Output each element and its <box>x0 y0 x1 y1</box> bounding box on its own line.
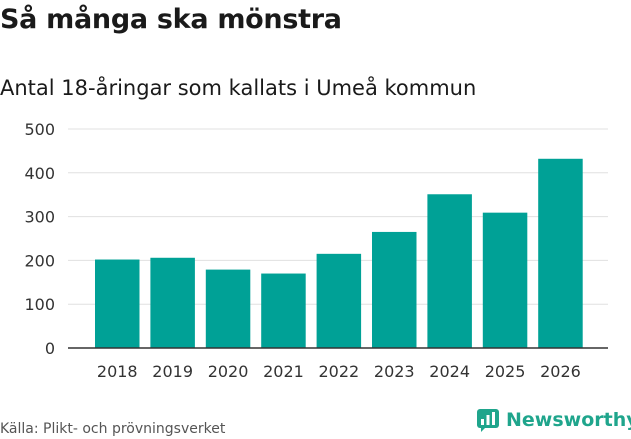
bar-2026 <box>538 158 583 348</box>
x-tick-label-2021: 2021 <box>263 362 304 381</box>
x-tick-label-2022: 2022 <box>318 362 359 381</box>
chart-subtitle: Antal 18-åringar som kallats i Umeå komm… <box>0 76 477 100</box>
bar-2023 <box>372 231 417 348</box>
chart-title: Så många ska mönstra <box>0 4 342 35</box>
x-tick-label-2026: 2026 <box>540 362 581 381</box>
y-tick-label-0: 0 <box>45 339 55 358</box>
brand-name: Newsworthy <box>506 409 631 431</box>
x-tick-label-2018: 2018 <box>97 362 138 381</box>
y-tick-label-400: 400 <box>24 164 55 183</box>
x-tick-label-2020: 2020 <box>208 362 249 381</box>
x-tick-label-2019: 2019 <box>152 362 193 381</box>
x-tick-label-2023: 2023 <box>374 362 415 381</box>
bar-2019 <box>150 257 195 348</box>
bar-2018 <box>95 259 140 348</box>
y-tick-label-300: 300 <box>24 208 55 227</box>
bar-2021 <box>261 273 306 348</box>
bar-2024 <box>427 194 472 348</box>
y-tick-label-100: 100 <box>24 295 55 314</box>
x-tick-label-2025: 2025 <box>485 362 526 381</box>
source-text: Källa: Plikt- och prövningsverket <box>0 421 226 437</box>
newsworthy-icon <box>477 409 499 432</box>
y-tick-label-500: 500 <box>24 120 55 139</box>
y-tick-label-200: 200 <box>24 251 55 270</box>
bar-2020 <box>205 269 251 348</box>
brand-logo[interactable]: Newsworthy <box>476 408 631 432</box>
x-tick-label-2024: 2024 <box>429 362 470 381</box>
bar-2025 <box>482 212 528 348</box>
bar-2022 <box>316 253 362 348</box>
bar-chart: 0 100 200 300 400 500 2018 2019 2020 2021 2022 2023… <box>24 120 608 381</box>
